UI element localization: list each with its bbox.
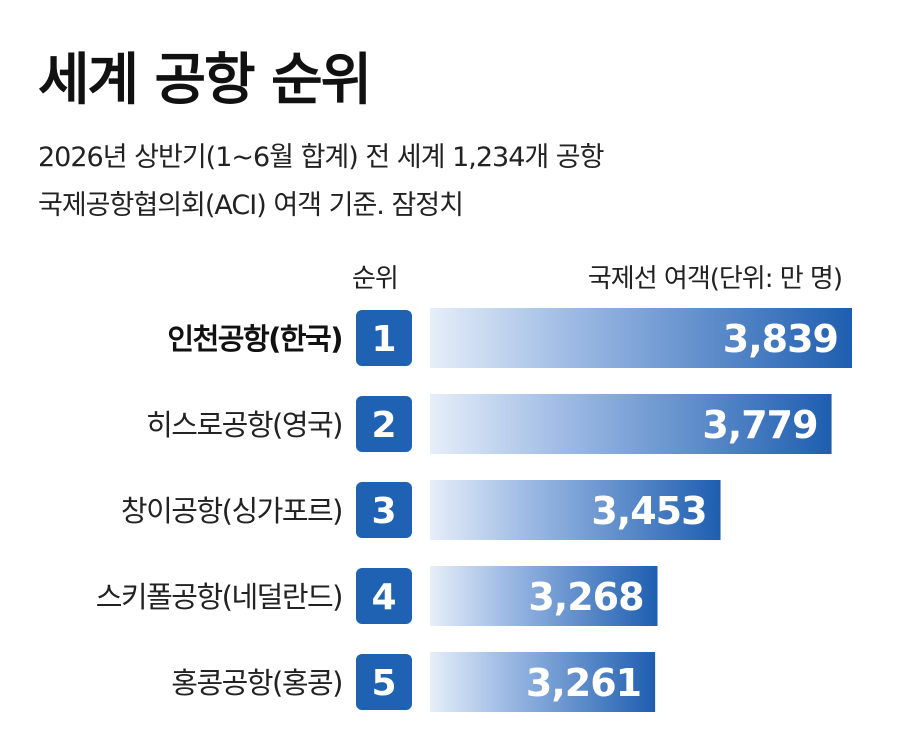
value-label: 3,268 bbox=[528, 575, 643, 619]
page-title: 세계 공항 순위 bbox=[38, 48, 372, 113]
rank-number: 4 bbox=[371, 577, 396, 618]
category-label: 스키폴공항(네덜란드) bbox=[96, 580, 342, 614]
rank-badge bbox=[356, 396, 412, 452]
rank-number: 2 bbox=[371, 405, 396, 446]
value-label: 3,453 bbox=[591, 489, 706, 533]
category-label: 인천공항(한국) bbox=[167, 322, 342, 356]
value-label: 3,779 bbox=[702, 403, 817, 447]
bar bbox=[430, 308, 852, 368]
bar bbox=[430, 480, 721, 540]
rank-badge bbox=[356, 654, 412, 710]
subtitle-line-2: 국제공항협의회(ACI) 여객 기준. 잠정치 bbox=[38, 190, 464, 221]
value-column-header: 국제선 여객(단위: 만 명) bbox=[587, 264, 843, 294]
value-label: 3,261 bbox=[526, 661, 641, 705]
rank-number: 5 bbox=[371, 663, 396, 704]
value-label: 3,839 bbox=[723, 317, 838, 361]
category-label: 히스로공항(영국) bbox=[146, 408, 342, 442]
rank-badge bbox=[356, 568, 412, 624]
bar bbox=[430, 394, 832, 454]
rank-badge bbox=[356, 310, 412, 366]
category-label: 창이공항(싱가포르) bbox=[121, 494, 342, 528]
bar bbox=[430, 566, 658, 626]
rank-number: 1 bbox=[371, 319, 396, 360]
subtitle-line-1: 2026년 상반기(1~6월 합계) 전 세계 1,234개 공항 bbox=[38, 142, 604, 173]
rank-number: 3 bbox=[371, 491, 396, 532]
rank-column-header: 순위 bbox=[352, 264, 399, 294]
bar bbox=[430, 652, 656, 712]
rank-badge bbox=[356, 482, 412, 538]
category-label: 홍콩공항(홍콩) bbox=[171, 666, 342, 700]
